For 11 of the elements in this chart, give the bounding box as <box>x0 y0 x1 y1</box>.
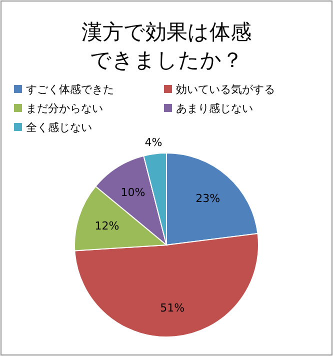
data-label: 12% <box>94 220 120 233</box>
data-label: 51% <box>160 301 185 314</box>
legend-label: 効いている気がする <box>176 83 275 96</box>
data-label: 4% <box>144 136 162 149</box>
legend-label: すごく体感できた <box>26 83 114 96</box>
data-label: 23% <box>196 192 220 206</box>
legend-label: 全く感じない <box>26 121 92 134</box>
legend-label: まだ分からない <box>26 102 103 115</box>
legend-label: あまり感じない <box>176 102 253 115</box>
data-label: 10% <box>120 186 146 200</box>
chart-title: 漢方で効果は体感できましたか？ <box>80 19 252 74</box>
